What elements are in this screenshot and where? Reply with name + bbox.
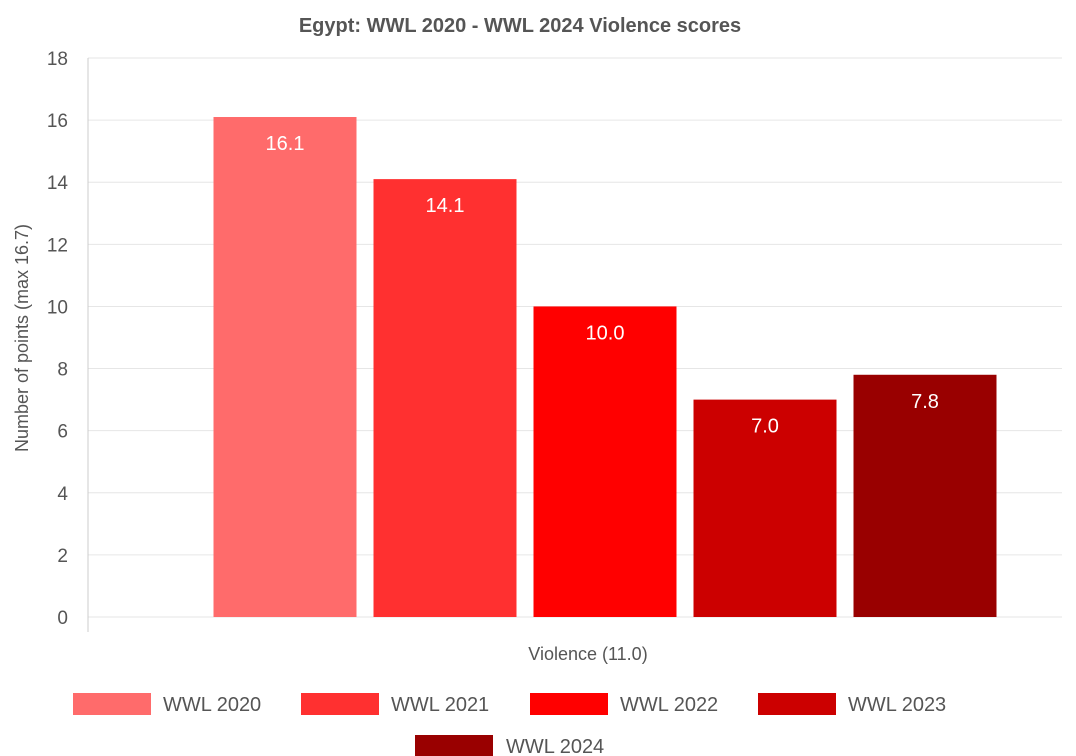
bar-value-labels: 16.1 14.1 10.0 7.0 7.8 [266, 133, 939, 438]
bar [693, 399, 837, 617]
legend: WWL 2020 WWL 2021 WWL 2022 WWL 2023 WWL 2024 [73, 693, 946, 756]
y-tick-label: 2 [57, 546, 68, 567]
y-tick-label: 10 [47, 297, 68, 318]
x-axis-label: Violence (11.0) [528, 644, 647, 664]
bar [213, 117, 357, 617]
chart-title: Egypt: WWL 2020 - WWL 2024 Violence scor… [299, 15, 741, 37]
y-axis-label: Number of points (max 16.7) [12, 224, 32, 452]
y-axis-ticks: 0 2 4 6 8 10 12 14 16 18 [47, 49, 69, 629]
bar [853, 374, 997, 617]
bar [533, 306, 677, 617]
bar-value-label: 7.8 [911, 391, 939, 413]
bar-value-label: 10.0 [586, 322, 625, 344]
legend-swatch [73, 693, 151, 715]
legend-label: WWL 2020 [163, 694, 261, 716]
legend-swatch [301, 693, 379, 715]
bars [213, 117, 997, 617]
legend-swatch [415, 735, 493, 756]
bar-value-label: 7.0 [751, 416, 779, 438]
y-tick-label: 18 [47, 49, 68, 70]
legend-label: WWL 2022 [620, 694, 718, 716]
y-tick-label: 14 [47, 173, 69, 194]
y-tick-label: 16 [47, 111, 68, 132]
y-tick-label: 12 [47, 235, 68, 256]
y-tick-label: 8 [57, 360, 68, 381]
legend-swatch [530, 693, 608, 715]
bar-value-label: 14.1 [426, 195, 465, 217]
bar [373, 179, 517, 617]
legend-label: WWL 2021 [391, 694, 489, 716]
y-tick-label: 0 [57, 608, 68, 629]
y-tick-label: 4 [57, 484, 68, 505]
legend-label: WWL 2024 [506, 736, 604, 756]
bar-value-label: 16.1 [266, 133, 305, 155]
y-tick-label: 6 [57, 422, 68, 443]
legend-label: WWL 2023 [848, 694, 946, 716]
legend-swatch [758, 693, 836, 715]
